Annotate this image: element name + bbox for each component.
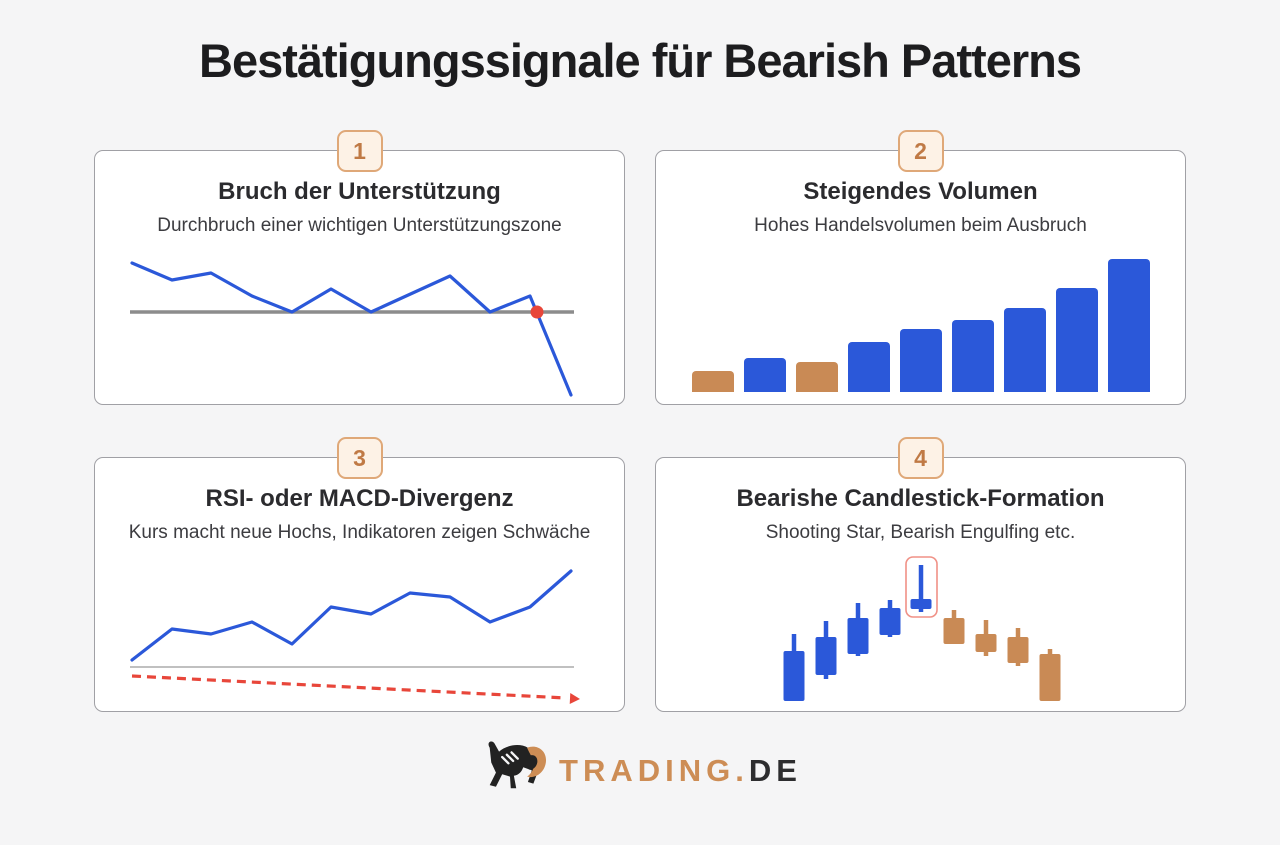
- card-title: Steigendes Volumen: [803, 178, 1038, 205]
- card-subtitle: Hohes Handelsvolumen beim Ausbruch: [754, 215, 1087, 236]
- card-divergence: 3 RSI- oder MACD-Divergenz Kurs macht ne…: [94, 437, 625, 712]
- volume-bar-chart: [691, 259, 1150, 392]
- card-support-break: 1 Bruch der Unterstützung Durchbruch ein…: [94, 130, 625, 405]
- card-title: Bearishe Candlestick-Formation: [736, 485, 1105, 512]
- card-title: RSI- oder MACD-Divergenz: [205, 485, 514, 512]
- card-rising-volume: 2 Steigendes Volumen Hohes Handelsvolume…: [655, 130, 1186, 405]
- chart-area: [656, 546, 1185, 711]
- card-subtitle: Kurs macht neue Hochs, Indikatoren zeige…: [128, 522, 591, 543]
- chart-area: [95, 546, 624, 711]
- brand-text-dot: .: [735, 752, 749, 788]
- chart-area: [656, 239, 1185, 404]
- card-subtitle: Shooting Star, Bearish Engulfing etc.: [765, 522, 1076, 543]
- card-number-badge: 3: [336, 437, 383, 479]
- card-subtitle: Durchbruch einer wichtigen Unterstützung…: [157, 215, 562, 236]
- brand-text-trading: TRADING: [559, 752, 736, 788]
- divergence-line-chart: [129, 569, 580, 704]
- brand-text-de: DE: [748, 752, 802, 788]
- candlestick-chart: [783, 556, 1060, 701]
- card-title: Bruch der Unterstützung: [218, 178, 501, 205]
- card-number-badge: 1: [336, 130, 383, 172]
- bull-icon: [478, 738, 556, 803]
- brand-text: TRADING.DE: [559, 741, 802, 801]
- brand-logo: TRADING.DE: [0, 738, 1280, 803]
- card-number-badge: 2: [897, 130, 944, 172]
- support-break-line-chart: [129, 261, 574, 397]
- card-number-badge: 4: [897, 437, 944, 479]
- cards-grid: 1 Bruch der Unterstützung Durchbruch ein…: [0, 130, 1280, 712]
- chart-area: [95, 239, 624, 404]
- page-title: Bestätigungssignale für Bearish Patterns: [199, 34, 1082, 87]
- card-candlestick-formation: 4 Bearishe Candlestick-Formation Shootin…: [655, 437, 1186, 712]
